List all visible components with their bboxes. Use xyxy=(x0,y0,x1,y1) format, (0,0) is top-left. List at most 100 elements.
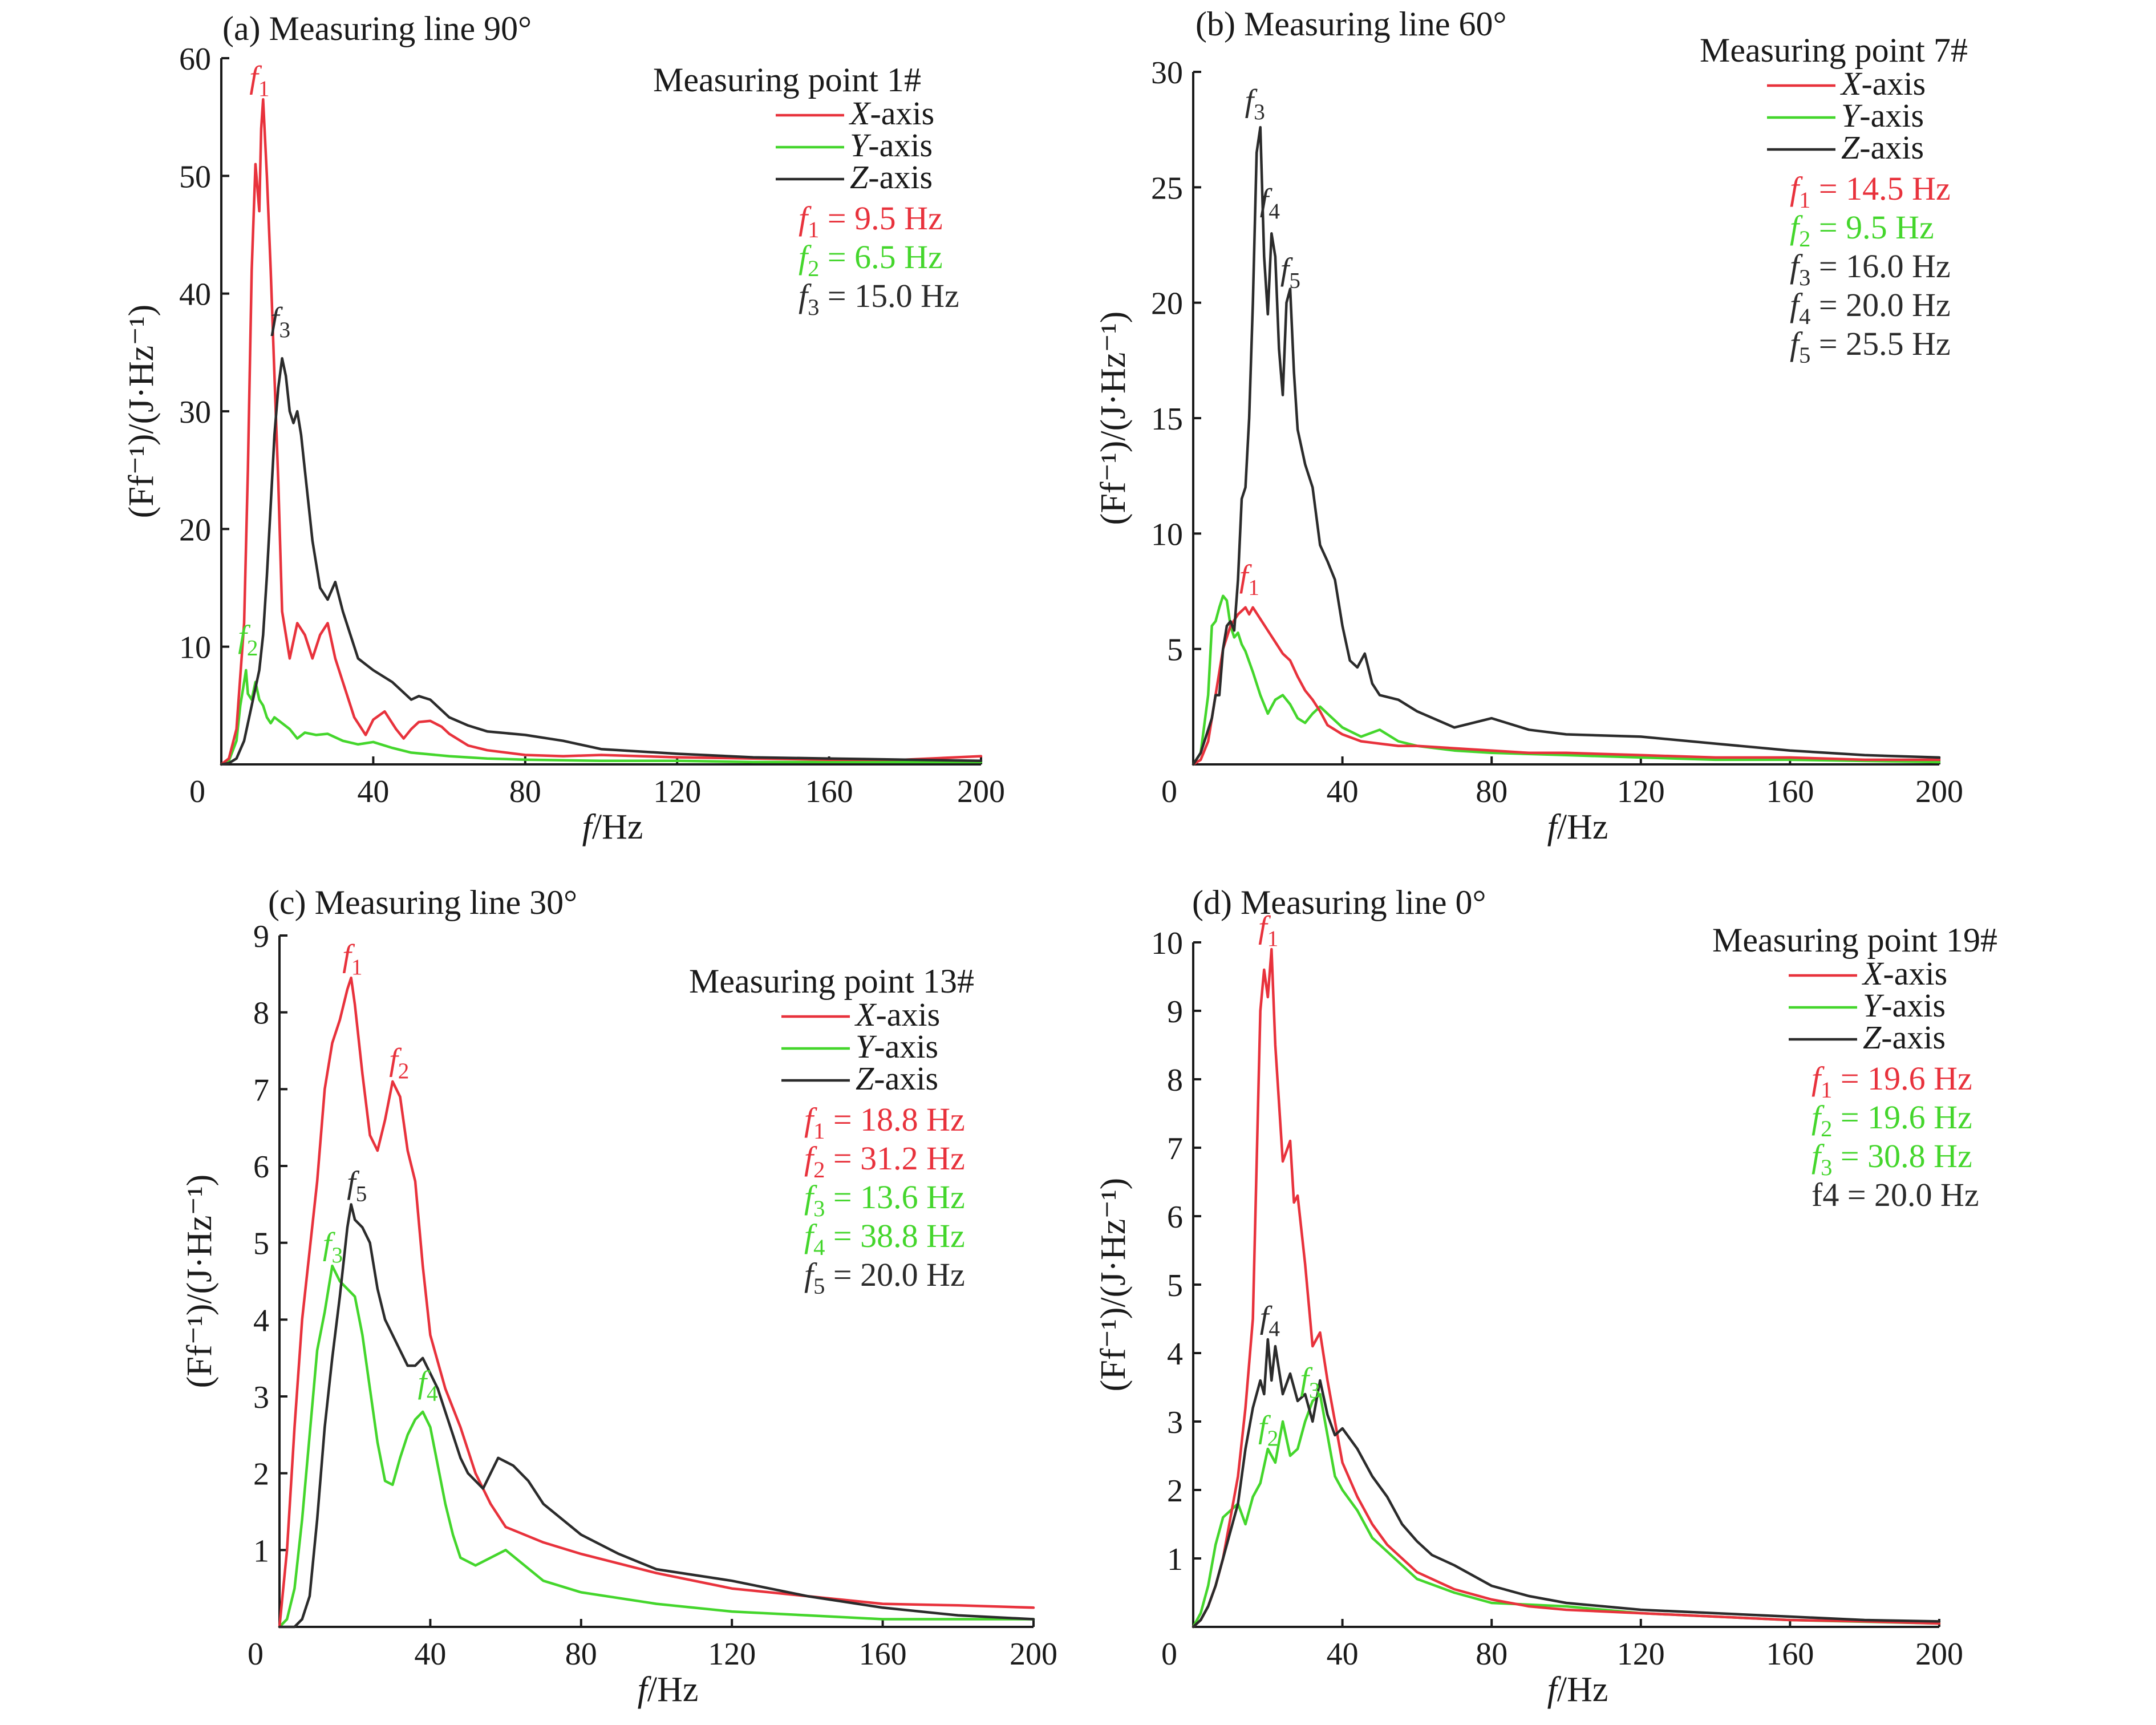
y-tick-label: 5 xyxy=(1167,633,1183,668)
legend-entry: Z-axis xyxy=(856,1060,938,1097)
frequency-note: f1 = 14.5 Hz xyxy=(1790,170,1951,213)
frequency-note: f1 = 18.8 Hz xyxy=(804,1101,965,1144)
peak-label: f3 xyxy=(1245,83,1265,124)
peak-label: f2 xyxy=(1258,1410,1278,1451)
series-line-z-axis xyxy=(1192,1338,1941,1629)
legend-entry: X-axis xyxy=(1862,955,1947,992)
y-tick-label: 2 xyxy=(1167,1473,1183,1509)
panel-title: (b) Measuring line 60° xyxy=(1195,5,1507,43)
y-axis-label: (Ff⁻¹)/(J·Hz⁻¹) xyxy=(1094,1178,1133,1392)
y-tick-label: 6 xyxy=(1167,1200,1183,1235)
peak-label: f3 xyxy=(270,301,290,342)
y-tick-label: 8 xyxy=(253,996,269,1031)
peak-label: f5 xyxy=(347,1165,367,1206)
y-tick-label: 7 xyxy=(1167,1131,1183,1167)
y-tick-label: 20 xyxy=(1151,286,1183,322)
x-axis-label: f/Hz xyxy=(1547,1670,1608,1709)
x-tick-label: 0 xyxy=(1161,774,1177,809)
panel-c: 0 40 80 120 160 200 1 2 3 4 5 6 7 8 9 f/Hz (Ff⁻¹)/(J·Hz⁻… xyxy=(180,884,1057,1709)
peak-label: f2 xyxy=(389,1042,409,1083)
series-line-z-axis xyxy=(1192,125,1941,766)
frequency-note: f3 = 16.0 Hz xyxy=(1790,248,1951,290)
x-tick-label: 80 xyxy=(565,1637,597,1672)
x-tick-label: 160 xyxy=(859,1637,907,1672)
x-tick-label: 160 xyxy=(1766,1637,1814,1672)
x-tick-label: 200 xyxy=(1915,1637,1963,1672)
y-axis-label: (Ff⁻¹)/(J·Hz⁻¹) xyxy=(122,305,161,519)
frequency-note: f3 = 15.0 Hz xyxy=(799,277,959,320)
frequency-note: f1 = 9.5 Hz xyxy=(799,200,943,242)
y-tick-label: 10 xyxy=(179,630,211,666)
y-tick-label: 30 xyxy=(179,395,211,430)
y-tick-label: 30 xyxy=(1151,55,1183,91)
x-tick-label: 0 xyxy=(1161,1637,1177,1672)
x-tick-label: 80 xyxy=(1476,774,1507,809)
y-tick-label: 7 xyxy=(253,1072,269,1108)
panel-title: (a) Measuring line 90° xyxy=(222,10,532,47)
x-axis-label: f/Hz xyxy=(1547,808,1608,847)
y-tick-label: 9 xyxy=(253,919,269,954)
y-tick-label: 10 xyxy=(1151,517,1183,552)
legend-entry: X-axis xyxy=(1840,65,1926,102)
y-tick-label: 6 xyxy=(253,1149,269,1185)
legend-entry: Y-axis xyxy=(1841,97,1924,134)
y-axis-label: (Ff⁻¹)/(J·Hz⁻¹) xyxy=(1094,311,1133,525)
x-tick-label: 0 xyxy=(189,774,205,809)
x-tick-label: 120 xyxy=(708,1637,756,1672)
x-tick-label: 0 xyxy=(248,1637,264,1672)
x-tick-label: 40 xyxy=(1327,1637,1359,1672)
x-tick-label: 160 xyxy=(805,774,853,809)
frequency-note: f3 = 30.8 Hz xyxy=(1811,1137,1972,1180)
y-tick-label: 9 xyxy=(1167,994,1183,1030)
y-tick-label: 5 xyxy=(1167,1268,1183,1303)
x-tick-label: 40 xyxy=(414,1637,446,1672)
frequency-note: f2 = 9.5 Hz xyxy=(1790,209,1934,252)
legend-entry: X-axis xyxy=(854,996,940,1033)
peak-label: f2 xyxy=(238,619,258,660)
peak-label: f1 xyxy=(342,938,362,979)
panel-d: 0 40 80 120 160 200 1 2 3 4 5 6 7 8 9 10 f/Hz (Ff⁻¹)/(J·H… xyxy=(1094,884,1997,1709)
legend-title: Measuring point 13# xyxy=(689,962,974,1000)
y-tick-label: 40 xyxy=(179,277,211,313)
peak-label: f3 xyxy=(323,1226,343,1268)
peak-label: f4 xyxy=(1260,183,1280,224)
x-tick-label: 40 xyxy=(357,774,389,809)
frequency-note: f4 = 20.0 Hz xyxy=(1790,286,1951,329)
y-tick-label: 4 xyxy=(1167,1337,1183,1372)
y-tick-label: 50 xyxy=(179,159,211,195)
y-tick-label: 20 xyxy=(179,512,211,548)
series-line-x-axis xyxy=(278,976,1035,1629)
legend-title: Measuring point 1# xyxy=(653,61,921,99)
legend-title: Measuring point 19# xyxy=(1712,921,1997,959)
y-tick-label: 3 xyxy=(253,1380,269,1415)
panel-a: 0 40 80 120 160 200 10 20 30 40 50 60 f/Hz (Ff⁻¹)/(J·… xyxy=(122,10,1005,847)
frequency-note: f1 = 19.6 Hz xyxy=(1811,1060,1972,1103)
frequency-note: f5 = 25.5 Hz xyxy=(1790,325,1951,368)
series-line-y-axis xyxy=(220,669,983,766)
series-line-z-axis xyxy=(220,357,983,766)
peak-label: f1 xyxy=(249,60,269,101)
panel-title: (d) Measuring line 0° xyxy=(1192,884,1486,921)
frequency-note: f3 = 13.6 Hz xyxy=(804,1179,965,1221)
x-tick-label: 160 xyxy=(1766,774,1814,809)
series-line-y-axis xyxy=(278,1264,1035,1629)
frequency-note: f2 = 19.6 Hz xyxy=(1811,1099,1972,1141)
x-tick-label: 120 xyxy=(653,774,701,809)
series-line-z-axis xyxy=(278,1203,1035,1629)
legend-entry: X-axis xyxy=(849,95,934,132)
y-tick-label: 5 xyxy=(253,1226,269,1262)
legend-entry: Z-axis xyxy=(850,159,933,196)
panel-b: 0 40 80 120 160 200 5 10 15 20 25 30 f/Hz (Ff⁻¹)/(J·H… xyxy=(1094,5,1968,847)
x-tick-label: 120 xyxy=(1617,774,1665,809)
peak-label: f3 xyxy=(1300,1362,1320,1403)
frequency-note: f2 = 31.2 Hz xyxy=(804,1140,965,1183)
y-tick-label: 10 xyxy=(1151,926,1183,961)
x-tick-label: 200 xyxy=(1915,774,1963,809)
legend-title: Measuring point 7# xyxy=(1700,31,1968,69)
x-tick-label: 200 xyxy=(957,774,1005,809)
y-tick-label: 25 xyxy=(1151,171,1183,206)
series-line-x-axis xyxy=(1192,947,1941,1629)
frequency-note: f5 = 20.0 Hz xyxy=(804,1256,965,1299)
y-tick-label: 60 xyxy=(179,42,211,77)
